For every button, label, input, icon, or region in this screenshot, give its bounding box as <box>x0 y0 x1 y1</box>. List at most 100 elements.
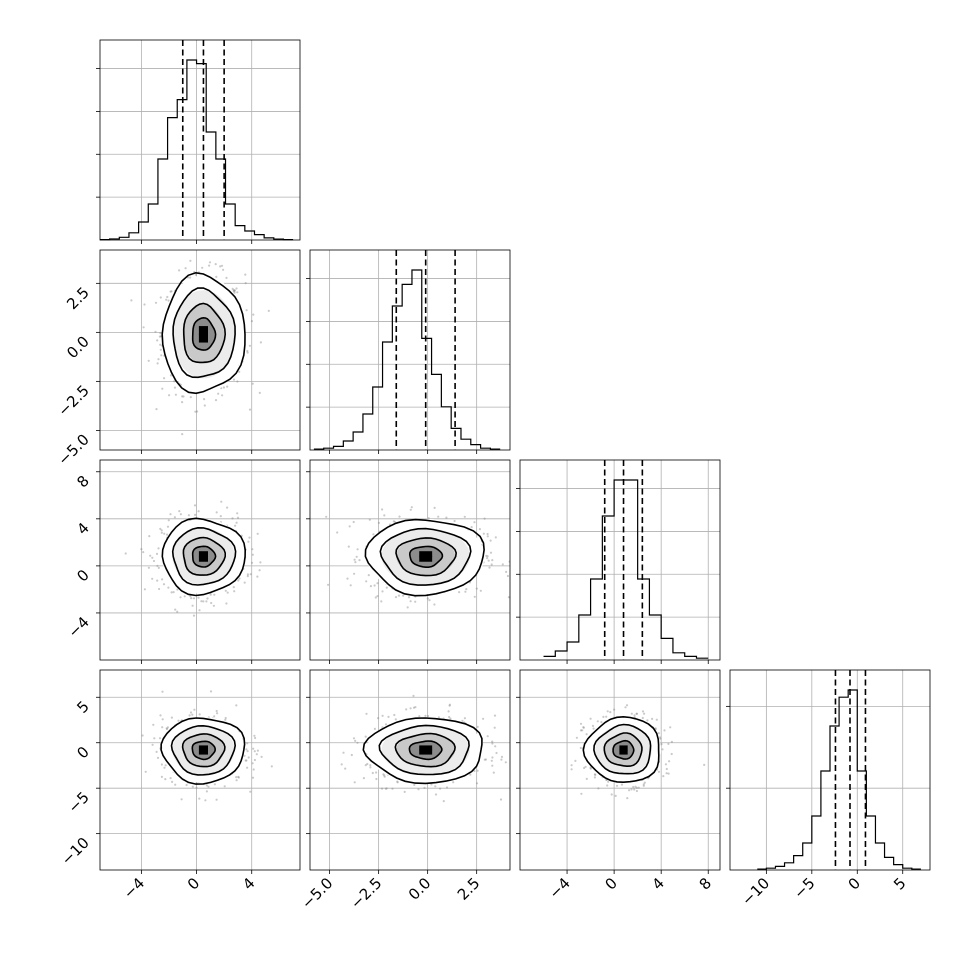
sample-point <box>178 510 181 513</box>
sample-point <box>499 798 503 801</box>
sample-point <box>594 773 597 777</box>
sample-point <box>222 386 225 389</box>
sample-point <box>463 515 466 518</box>
sample-point <box>237 775 240 779</box>
sample-point <box>160 354 163 357</box>
sample-point <box>369 766 372 769</box>
sample-point <box>245 748 248 751</box>
sample-point <box>222 268 225 271</box>
contour-line-4 <box>160 717 246 785</box>
contour-line-4 <box>364 518 485 597</box>
sample-point <box>475 782 479 785</box>
sample-point <box>161 726 164 729</box>
sample-point <box>347 545 350 548</box>
sample-point <box>166 295 169 299</box>
sample-point <box>589 767 592 770</box>
sample-point <box>192 614 196 617</box>
sample-point <box>256 532 259 535</box>
sample-point <box>367 574 370 577</box>
sample-point <box>179 596 182 599</box>
sample-point <box>369 764 372 767</box>
sample-point <box>630 788 633 791</box>
sample-point <box>358 559 361 562</box>
sample-point <box>148 535 151 538</box>
sample-point <box>159 714 162 717</box>
contour-line-2 <box>182 302 227 364</box>
sample-point <box>575 736 579 739</box>
sample-point <box>641 716 644 720</box>
panel-content <box>310 460 510 660</box>
sample-point <box>198 713 201 716</box>
contour-line-3 <box>171 526 237 586</box>
sample-point <box>613 708 616 711</box>
sample-point <box>615 784 619 787</box>
sample-point <box>356 741 359 744</box>
sample-point <box>364 735 367 738</box>
sample-point <box>473 769 476 773</box>
sample-point <box>152 723 155 726</box>
sample-point <box>172 591 175 594</box>
sample-point <box>232 290 235 293</box>
sample-point <box>189 276 192 279</box>
sample-point <box>491 742 494 745</box>
contour-line-1 <box>408 545 444 568</box>
sample-point <box>193 504 197 507</box>
axes-frame <box>729 669 931 871</box>
sample-point <box>246 349 249 353</box>
sample-point <box>486 555 489 558</box>
density-peak <box>198 551 208 562</box>
sample-point <box>488 566 491 569</box>
sample-point <box>655 718 658 721</box>
sample-point <box>244 282 247 285</box>
sample-point <box>493 726 496 729</box>
sample-point <box>633 714 636 717</box>
sample-point <box>163 532 166 535</box>
sample-point <box>634 785 637 788</box>
contour-line-4 <box>161 271 246 395</box>
sample-point <box>633 788 636 791</box>
sample-point <box>445 516 448 519</box>
sample-point <box>167 299 170 302</box>
contour-line-1 <box>191 545 217 568</box>
density-peak <box>198 326 208 343</box>
sample-point <box>580 792 583 795</box>
sample-point <box>414 706 417 709</box>
sample-point <box>166 525 170 528</box>
sample-point <box>381 590 384 593</box>
sample-point <box>402 594 405 597</box>
sample-point <box>225 276 228 279</box>
sample-point <box>159 296 162 299</box>
sample-point <box>235 704 238 707</box>
sample-point <box>635 789 639 793</box>
sample-point <box>231 517 234 520</box>
sample-point <box>413 783 416 787</box>
sample-point <box>406 606 409 609</box>
sample-point <box>506 574 509 578</box>
sample-point <box>475 587 478 590</box>
sample-point <box>654 727 657 730</box>
sample-point <box>453 519 456 523</box>
sample-point <box>490 563 493 566</box>
sample-point <box>412 694 415 698</box>
sample-point <box>428 599 431 602</box>
sample-point <box>171 780 174 784</box>
sample-point <box>165 727 168 730</box>
sample-point <box>181 395 184 398</box>
sample-point <box>570 768 573 771</box>
sample-point <box>500 758 503 761</box>
sample-point <box>215 798 218 801</box>
sample-point <box>635 712 639 715</box>
sample-point <box>209 593 212 596</box>
sample-point <box>153 737 156 740</box>
sample-point <box>158 737 162 740</box>
scatter-panel-4-3 <box>516 669 721 874</box>
hist-panel-1 <box>96 39 301 244</box>
sample-point <box>220 500 223 503</box>
sample-point <box>387 715 390 719</box>
sample-point <box>253 750 256 753</box>
sample-point <box>418 715 421 718</box>
sample-point <box>226 591 229 594</box>
sample-point <box>155 408 158 411</box>
sample-point <box>246 351 249 354</box>
sample-point <box>494 745 497 748</box>
